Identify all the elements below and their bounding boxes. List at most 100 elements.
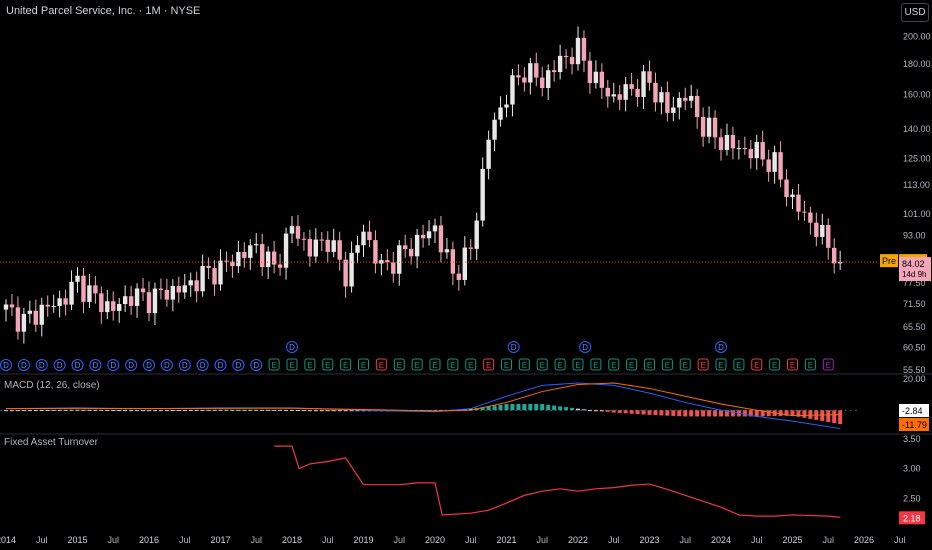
candle-body bbox=[534, 63, 539, 78]
candle bbox=[349, 241, 354, 293]
earnings-event-marker bbox=[447, 358, 459, 371]
candle bbox=[122, 285, 128, 313]
candle bbox=[832, 238, 837, 274]
candle-body bbox=[510, 75, 515, 105]
candle-body bbox=[689, 95, 694, 101]
candle-body bbox=[111, 301, 116, 311]
candle bbox=[826, 218, 831, 260]
candle bbox=[21, 307, 27, 344]
macd-histogram-bar bbox=[45, 409, 50, 411]
candle bbox=[337, 231, 342, 271]
price-axis-tick-label: 113.00 bbox=[903, 180, 930, 190]
currency-button[interactable]: USD bbox=[901, 3, 929, 22]
candle bbox=[677, 92, 682, 120]
x-axis-tick-label: Jul bbox=[751, 535, 763, 545]
macd-value-badge bbox=[899, 418, 929, 431]
earnings-event-marker-label: E bbox=[790, 361, 795, 370]
earnings-event-marker bbox=[590, 358, 602, 371]
candle bbox=[373, 230, 378, 274]
dividend-event-marker-label: D bbox=[289, 343, 295, 352]
earnings-event-marker bbox=[286, 358, 298, 371]
macd-histogram-bar bbox=[540, 404, 545, 411]
candle-body bbox=[557, 55, 563, 73]
candle bbox=[182, 274, 187, 299]
macd-histogram-bar bbox=[623, 410, 628, 414]
candle-body bbox=[438, 225, 444, 253]
candle bbox=[420, 224, 426, 248]
candle bbox=[319, 231, 324, 252]
candle-body bbox=[808, 212, 813, 223]
dividend-event-marker-label: D bbox=[39, 361, 45, 370]
macd-histogram-bar bbox=[581, 409, 586, 411]
dividend-event-marker bbox=[17, 359, 30, 371]
candle-body bbox=[832, 247, 837, 264]
earnings-event-marker bbox=[554, 358, 566, 371]
candle-body bbox=[117, 304, 122, 311]
dividend-event-marker-label: D bbox=[253, 361, 259, 370]
candle-body bbox=[635, 88, 640, 98]
candle bbox=[641, 64, 646, 109]
earnings-event-marker bbox=[697, 358, 709, 371]
candle-body bbox=[665, 92, 670, 113]
candle bbox=[480, 157, 485, 227]
candle bbox=[242, 242, 247, 268]
candle bbox=[802, 200, 807, 221]
candle-body bbox=[575, 37, 581, 65]
macd-histogram-bar bbox=[236, 409, 241, 411]
candle-body bbox=[444, 249, 450, 253]
macd-histogram-bar bbox=[111, 409, 116, 411]
earnings-event-marker-label: E bbox=[504, 361, 509, 370]
dividend-event-marker bbox=[143, 359, 155, 371]
price-axis-tick-label: 160.00 bbox=[903, 89, 931, 99]
candle-body bbox=[122, 296, 128, 305]
candle bbox=[39, 297, 44, 337]
candle bbox=[647, 60, 652, 91]
candle bbox=[3, 299, 9, 322]
candle bbox=[736, 139, 742, 160]
earnings-event-marker-label: E bbox=[289, 361, 294, 370]
macd-histogram-bar bbox=[641, 410, 646, 415]
x-axis-tick-label: 2025 bbox=[782, 535, 802, 545]
candle bbox=[265, 246, 271, 280]
candle bbox=[379, 253, 384, 276]
candle bbox=[820, 213, 825, 245]
candle bbox=[230, 254, 235, 278]
candle bbox=[105, 290, 110, 320]
earnings-event-marker bbox=[518, 358, 530, 371]
x-axis-tick-label: Jul bbox=[250, 535, 262, 545]
candle-body bbox=[760, 142, 765, 160]
earnings-event-marker bbox=[465, 358, 477, 371]
candle-body bbox=[551, 70, 557, 73]
macd-histogram-bar bbox=[57, 409, 62, 411]
candle-body bbox=[778, 152, 783, 180]
candle-body bbox=[176, 286, 181, 293]
candle-body bbox=[820, 224, 825, 237]
candle bbox=[355, 236, 360, 264]
price-axis-tick-label: 180.00 bbox=[903, 59, 931, 69]
candle bbox=[128, 285, 134, 315]
dividend-event-marker bbox=[250, 359, 263, 371]
earnings-event-marker bbox=[769, 358, 781, 371]
candle bbox=[444, 237, 450, 259]
candle bbox=[742, 136, 748, 155]
turnover-value: 2.18 bbox=[903, 513, 921, 523]
price-axis-tick-label: 71.50 bbox=[903, 299, 926, 309]
earnings-event-marker-label: E bbox=[665, 361, 670, 370]
candle-body bbox=[158, 288, 164, 290]
dividend-event-marker-label: D bbox=[511, 343, 517, 352]
macd-histogram-bar bbox=[51, 409, 56, 411]
candle-body bbox=[367, 231, 372, 241]
dividend-event-marker-label: D bbox=[57, 361, 63, 370]
macd-histogram-bar bbox=[593, 410, 598, 412]
candle bbox=[331, 228, 336, 258]
candle-body bbox=[33, 310, 38, 325]
earnings-event-marker-label: E bbox=[700, 361, 705, 370]
macd-histogram-bar bbox=[284, 409, 289, 411]
earnings-event-marker bbox=[268, 358, 280, 371]
candle-body bbox=[51, 306, 56, 308]
macd-histogram-bar bbox=[629, 410, 634, 414]
macd-axis-tick-label: 20.00 bbox=[903, 374, 926, 384]
candle-body bbox=[623, 84, 628, 100]
macd-histogram-bar bbox=[230, 409, 235, 411]
